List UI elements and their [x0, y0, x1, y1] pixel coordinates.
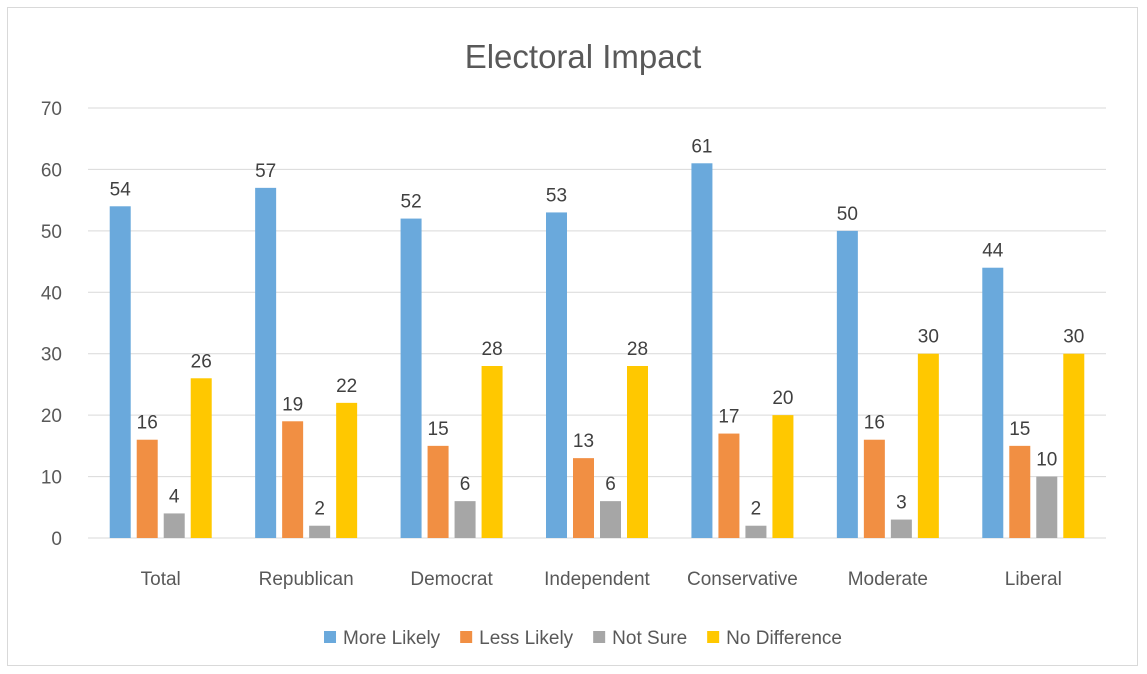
- bar-less-likely: [573, 458, 594, 538]
- legend-swatch-not-sure: [593, 631, 606, 643]
- legend-label: Not Sure: [612, 628, 687, 649]
- data-label: 10: [1036, 450, 1057, 471]
- legend-label: No Difference: [726, 628, 842, 649]
- data-label: 17: [718, 407, 739, 428]
- chart-title: Electoral Impact: [465, 38, 702, 75]
- data-label: 3: [896, 493, 907, 514]
- data-label: 44: [982, 241, 1004, 262]
- bar-not-sure: [745, 525, 767, 538]
- y-tick-label: 20: [41, 406, 62, 427]
- bar-not-sure: [600, 501, 621, 538]
- data-label: 6: [605, 474, 616, 495]
- legend-swatch-less-likely: [460, 631, 473, 643]
- data-label: 22: [336, 376, 357, 397]
- bar-not-sure: [163, 513, 185, 538]
- data-label: 50: [837, 204, 858, 225]
- legend-label: More Likely: [343, 628, 441, 649]
- y-axis-ticks: 0 10 20 30 40 50 60 70: [41, 99, 62, 550]
- bar-less-likely: [718, 433, 740, 538]
- data-label: 26: [191, 351, 212, 372]
- x-category-label: Independent: [544, 569, 650, 590]
- data-label: 2: [314, 499, 325, 520]
- bar-not-sure: [1036, 476, 1058, 538]
- bar-more-likely: [836, 230, 858, 538]
- data-label: 16: [137, 413, 158, 434]
- data-label: 6: [460, 474, 471, 495]
- bar-more-likely: [546, 212, 567, 538]
- data-label: 20: [772, 388, 793, 409]
- data-label: 30: [918, 327, 939, 348]
- bar-less-likely: [136, 439, 158, 538]
- bar-more-likely: [400, 218, 422, 539]
- bar-more-likely: [109, 206, 131, 539]
- data-label: 28: [627, 339, 648, 360]
- y-tick-label: 40: [41, 283, 62, 304]
- bar-layer: [109, 163, 1085, 539]
- bar-no-difference: [190, 378, 212, 538]
- data-label: 57: [255, 161, 276, 182]
- x-category-label: Liberal: [1005, 569, 1062, 590]
- x-category-label: Democrat: [410, 569, 493, 590]
- data-label: 53: [546, 185, 567, 206]
- bar-more-likely: [982, 267, 1004, 538]
- data-label: 4: [169, 486, 180, 507]
- data-label: 2: [751, 499, 762, 520]
- data-label: 16: [864, 413, 885, 434]
- bar-no-difference: [1063, 353, 1085, 538]
- data-label: 54: [110, 179, 132, 200]
- x-category-label: Moderate: [848, 569, 928, 590]
- bar-no-difference: [917, 353, 939, 538]
- data-label: 15: [428, 419, 449, 440]
- x-category-label: Conservative: [687, 569, 798, 590]
- data-label: 28: [482, 339, 503, 360]
- bar-less-likely: [863, 439, 885, 538]
- x-category-label: Republican: [259, 569, 354, 590]
- grid-layer: [88, 107, 1106, 539]
- data-labels: 5416426571922252156285313628611722050163…: [110, 136, 1085, 519]
- bar-less-likely: [282, 421, 304, 538]
- bar-no-difference: [627, 366, 648, 538]
- data-label: 30: [1063, 327, 1084, 348]
- bar-not-sure: [309, 525, 331, 538]
- bar-no-difference: [481, 366, 503, 538]
- bar-more-likely: [255, 187, 277, 538]
- data-label: 13: [573, 431, 594, 452]
- y-tick-label: 10: [41, 468, 62, 489]
- bar-not-sure: [454, 501, 476, 538]
- x-axis-categories: Total Republican Democrat Independent Conser…: [141, 569, 1062, 590]
- bar-less-likely: [427, 445, 449, 538]
- legend: More Likely Less Likely Not Sure No Differe…: [324, 628, 842, 649]
- y-tick-label: 30: [41, 345, 62, 366]
- data-label: 15: [1009, 419, 1030, 440]
- bar-not-sure: [890, 519, 912, 538]
- chart-frame: [7, 7, 1138, 666]
- y-tick-label: 0: [51, 529, 62, 550]
- y-tick-label: 60: [41, 160, 62, 181]
- data-label: 19: [282, 394, 303, 415]
- bar-no-difference: [772, 415, 794, 538]
- legend-swatch-more-likely: [324, 631, 337, 643]
- x-category-label: Total: [141, 569, 181, 590]
- y-tick-label: 50: [41, 222, 62, 243]
- legend-label: Less Likely: [479, 628, 573, 649]
- bar-less-likely: [1009, 445, 1031, 538]
- legend-swatch-no-difference: [707, 631, 720, 643]
- data-label: 52: [401, 192, 422, 213]
- y-tick-label: 70: [41, 99, 62, 120]
- bar-no-difference: [336, 402, 358, 538]
- data-label: 61: [691, 136, 712, 157]
- bar-more-likely: [691, 163, 713, 539]
